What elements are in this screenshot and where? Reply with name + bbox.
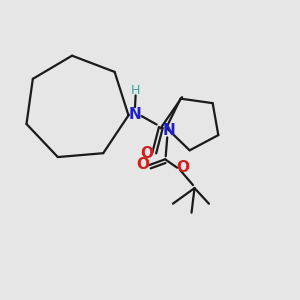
Text: N: N xyxy=(129,107,141,122)
Text: N: N xyxy=(162,123,175,138)
Text: O: O xyxy=(176,160,189,175)
Text: O: O xyxy=(137,157,150,172)
Text: H: H xyxy=(131,83,140,97)
Text: O: O xyxy=(140,146,154,161)
